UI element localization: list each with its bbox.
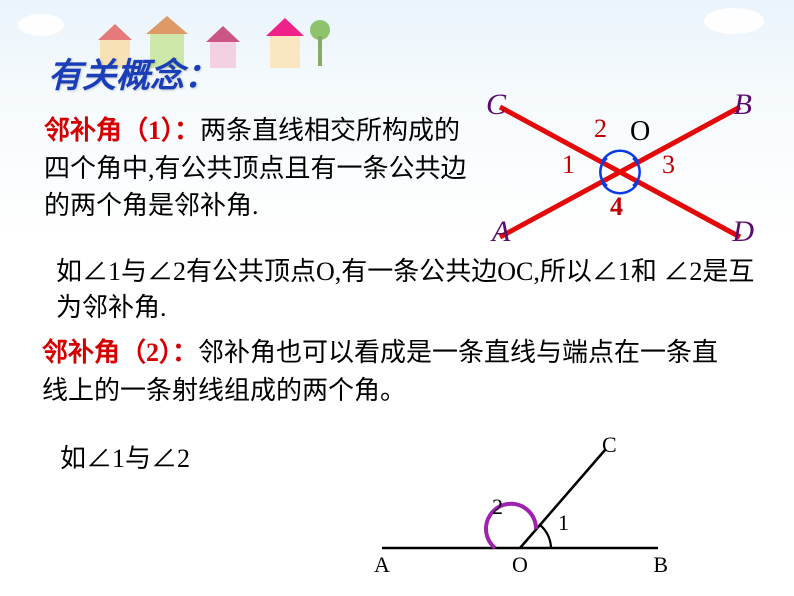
point-O-2: O	[512, 552, 528, 578]
definition-1: 邻补角（1）：两条直线相交所构成的四个角中,有公共顶点且有一条公共边的两个角是邻…	[44, 110, 474, 225]
point-A: A	[492, 215, 510, 249]
point-B-2: B	[653, 552, 668, 578]
point-O: O	[630, 116, 650, 148]
diagram-intersecting-lines: C B A D O 2 1 3 4	[480, 92, 760, 252]
diagram1-svg	[480, 92, 760, 257]
point-C-2: C	[602, 432, 617, 458]
definition-2: 邻补角（2）：邻补角也可以看成是一条直线与端点在一条直线上的一条射线组成的两个角…	[42, 332, 742, 409]
angle-2: 2	[594, 114, 607, 144]
arc-angle-2	[602, 151, 638, 162]
definition-2-label: 邻补角（2）：	[42, 338, 198, 367]
angle-2-2: 2	[492, 494, 503, 520]
arc-small-1	[540, 525, 551, 548]
point-C: C	[486, 88, 506, 122]
section-title: 有关概念：	[48, 48, 218, 97]
diagram-ray-on-line: A B C O 1 2	[370, 428, 670, 578]
example-2: 如∠1与∠2	[60, 440, 190, 478]
example-1-text: 如∠1与∠2有公共顶点O,有一条公共边OC,所以∠1和 ∠2是互为邻补角.	[56, 257, 754, 322]
bg-cloud-2	[704, 8, 764, 34]
bg-cloud-1	[18, 14, 64, 36]
example-1: 如∠1与∠2有公共顶点O,有一条公共边OC,所以∠1和 ∠2是互为邻补角.	[56, 254, 756, 327]
point-A-2: A	[374, 552, 390, 578]
definition-1-label: 邻补角（1）：	[44, 116, 200, 145]
example-2-text: 如∠1与∠2	[60, 444, 190, 473]
point-D: D	[732, 215, 754, 249]
angle-4: 4	[610, 192, 623, 222]
angle-3: 3	[662, 150, 675, 180]
angle-1: 1	[562, 150, 575, 180]
point-B: B	[734, 88, 752, 122]
angle-1-2: 1	[558, 510, 569, 536]
